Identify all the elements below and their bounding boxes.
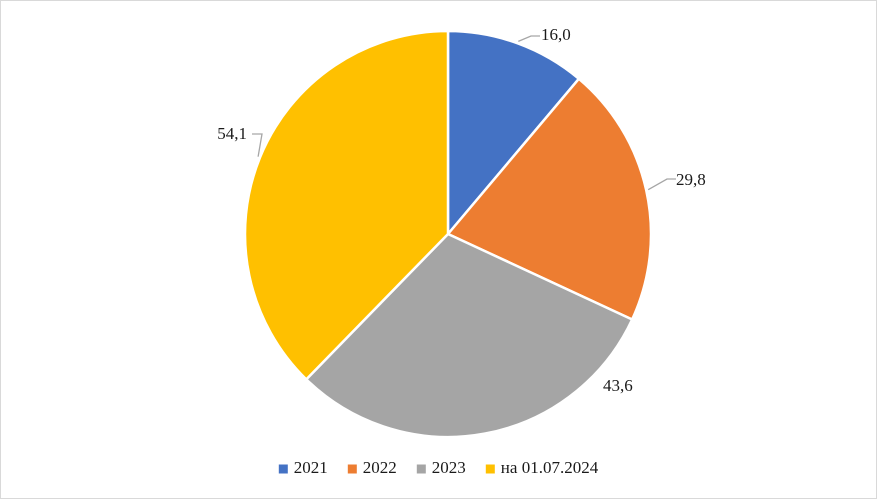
legend-label: 2021 (294, 458, 328, 477)
legend-item: 2021 (278, 458, 328, 477)
data-label: 43,6 (603, 376, 633, 395)
pie-slice-2021 (446, 29, 581, 238)
leader-line-3 (252, 133, 263, 157)
legend-label: на 01.07.2024 (501, 458, 599, 477)
data-label: 54,1 (217, 124, 247, 143)
pie-slice--01-07-2024 (243, 29, 450, 382)
legend-item: на 01.07.2024 (485, 458, 599, 477)
data-labels: 16,0 29,8 43,6 54,1 (217, 25, 706, 395)
pie-slices (243, 29, 653, 439)
data-label: 29,8 (676, 170, 706, 189)
legend-swatch (485, 464, 495, 474)
leader-lines (252, 35, 676, 191)
pie-slice-2022 (445, 77, 653, 322)
data-label: 16,0 (541, 25, 571, 44)
legend-swatch (278, 464, 288, 474)
legend-item: 2022 (347, 458, 397, 477)
legend-swatch (347, 464, 357, 474)
legend-label: 2023 (432, 458, 466, 477)
legend-swatch (416, 464, 426, 474)
legend-label: 2022 (363, 458, 397, 477)
legend: 2021 2022 2023 на 01.07.2024 (278, 458, 599, 477)
pie-slice-2023 (304, 232, 634, 439)
legend-item: 2023 (416, 458, 466, 477)
leader-line-1 (647, 178, 676, 191)
leader-line-0 (518, 35, 540, 42)
